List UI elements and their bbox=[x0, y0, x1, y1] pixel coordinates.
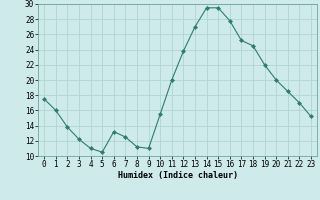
X-axis label: Humidex (Indice chaleur): Humidex (Indice chaleur) bbox=[118, 171, 238, 180]
